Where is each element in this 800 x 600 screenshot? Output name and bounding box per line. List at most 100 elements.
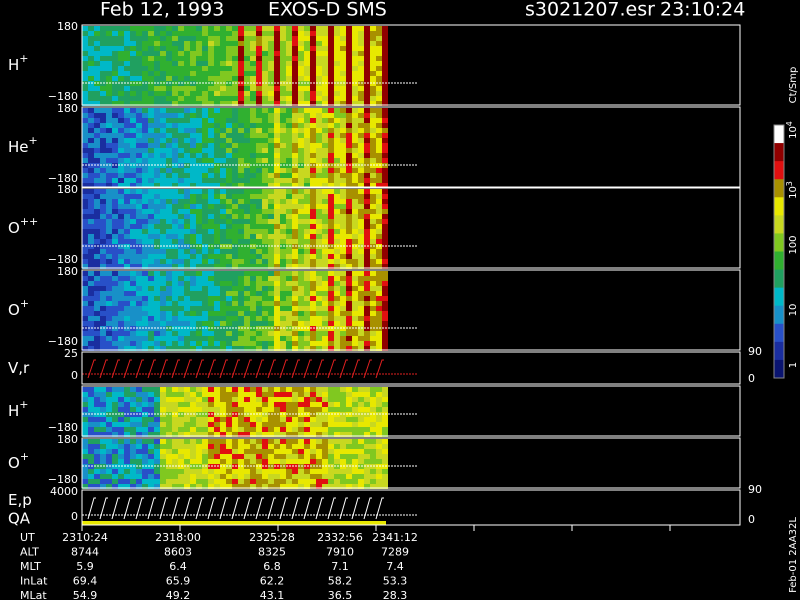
spectrogram-cell — [334, 449, 340, 454]
spectrogram-cell — [154, 51, 160, 56]
spectrogram-cell — [334, 168, 340, 173]
spectrogram-cell — [214, 469, 220, 474]
file-name: s3021207.esr — [525, 0, 655, 21]
spectrogram-cell — [148, 143, 154, 148]
spectrogram-cell — [172, 311, 178, 316]
spectrogram-cell — [298, 474, 304, 479]
spectrogram-cell — [214, 26, 220, 31]
spectrogram-cell — [142, 296, 148, 301]
spectrogram-cell — [352, 427, 358, 432]
spectrogram-cell — [184, 61, 190, 66]
spectrogram-cell — [136, 219, 142, 224]
spectrogram-cell — [352, 51, 358, 56]
spectrogram-cell — [220, 76, 226, 81]
spectrogram-cell — [334, 128, 340, 133]
panel-label-sup: + — [29, 134, 38, 147]
spectrogram-cell — [244, 71, 250, 76]
trace-tick — [231, 497, 240, 520]
spectrogram-cell — [178, 148, 184, 153]
spectrogram-cell — [136, 153, 142, 158]
spectrogram-cell — [160, 407, 166, 412]
spectrogram-cell — [130, 346, 136, 351]
spectrogram-cell — [250, 36, 256, 41]
spectrogram-cell — [136, 402, 142, 407]
spectrogram-cell — [106, 138, 112, 143]
spectrogram-cell — [214, 96, 220, 101]
spectrogram-cell — [274, 26, 280, 31]
spectrogram-cell — [106, 46, 112, 51]
spectrogram-cell — [88, 397, 94, 402]
spectrogram-cell — [94, 321, 100, 326]
spectrogram-cell — [214, 301, 220, 306]
spectrogram-cell — [322, 183, 328, 188]
spectrogram-cell — [244, 36, 250, 41]
spectrogram-cell — [250, 66, 256, 71]
spectrogram-cell — [88, 86, 94, 91]
spectrogram-cell — [316, 178, 322, 183]
spectrogram-cell — [142, 346, 148, 351]
spectrogram-cell — [160, 346, 166, 351]
spectrogram-cell — [118, 346, 124, 351]
spectrogram-cell — [274, 341, 280, 346]
spectrogram-cell — [202, 316, 208, 321]
spectrogram-cell — [364, 118, 370, 123]
spectrogram-cell — [214, 276, 220, 281]
spectrogram-cell — [184, 306, 190, 311]
spectrogram-cell — [382, 56, 388, 61]
spectrogram-cell — [136, 432, 142, 437]
spectrogram-cell — [154, 31, 160, 36]
spectrogram-cell — [220, 36, 226, 41]
spectrogram-cell — [340, 306, 346, 311]
spectrogram-cell — [196, 51, 202, 56]
spectrogram-cell — [334, 143, 340, 148]
spectrogram-cell — [190, 281, 196, 286]
spectrogram-cell — [280, 66, 286, 71]
spectrogram-cell — [364, 239, 370, 244]
spectrogram-cell — [262, 194, 268, 199]
spectrogram-cell — [232, 224, 238, 229]
spectrogram-cell — [256, 427, 262, 432]
spectrogram-cell — [310, 209, 316, 214]
spectrogram-cell — [232, 234, 238, 239]
spectrogram-cell — [340, 66, 346, 71]
spectrogram-cell — [274, 91, 280, 96]
spectrogram-cell — [226, 331, 232, 336]
spectrogram-cell — [376, 387, 382, 392]
spectrogram-cell — [340, 341, 346, 346]
spectrogram-cell — [298, 194, 304, 199]
spectrogram-cell — [130, 311, 136, 316]
spectrogram-cell — [136, 321, 142, 326]
spectrogram-cell — [112, 387, 118, 392]
spectrogram-cell — [100, 469, 106, 474]
spectrogram-cell — [172, 254, 178, 259]
spectrogram-cell — [202, 51, 208, 56]
spectrogram-cell — [226, 341, 232, 346]
spectrogram-cell — [340, 397, 346, 402]
spectrogram-cell — [316, 101, 322, 106]
spectrogram-cell — [172, 66, 178, 71]
spectrogram-cell — [112, 148, 118, 153]
spectrogram-cell — [94, 427, 100, 432]
spectrogram-cell — [304, 153, 310, 158]
spectrogram-cell — [166, 51, 172, 56]
spectrogram-cell — [286, 321, 292, 326]
spectrogram-cell — [364, 331, 370, 336]
spectrogram-cell — [244, 407, 250, 412]
spectrogram-cell — [304, 168, 310, 173]
spectrogram-cell — [124, 138, 130, 143]
spectrogram-cell — [256, 311, 262, 316]
spectrogram-cell — [238, 427, 244, 432]
spectrogram-cell — [214, 168, 220, 173]
spectrogram-cell — [370, 321, 376, 326]
spectrogram-cell — [100, 36, 106, 41]
spectrogram-cell — [292, 276, 298, 281]
spectrogram-cell — [154, 36, 160, 41]
spectrogram-cell — [340, 474, 346, 479]
spectrogram-cell — [256, 113, 262, 118]
spectrogram-cell — [280, 209, 286, 214]
spectrogram-cell — [238, 214, 244, 219]
spectrogram-cell — [208, 113, 214, 118]
spectrogram-cell — [148, 407, 154, 412]
spectrogram-cell — [250, 422, 256, 427]
spectrogram-cell — [208, 173, 214, 178]
